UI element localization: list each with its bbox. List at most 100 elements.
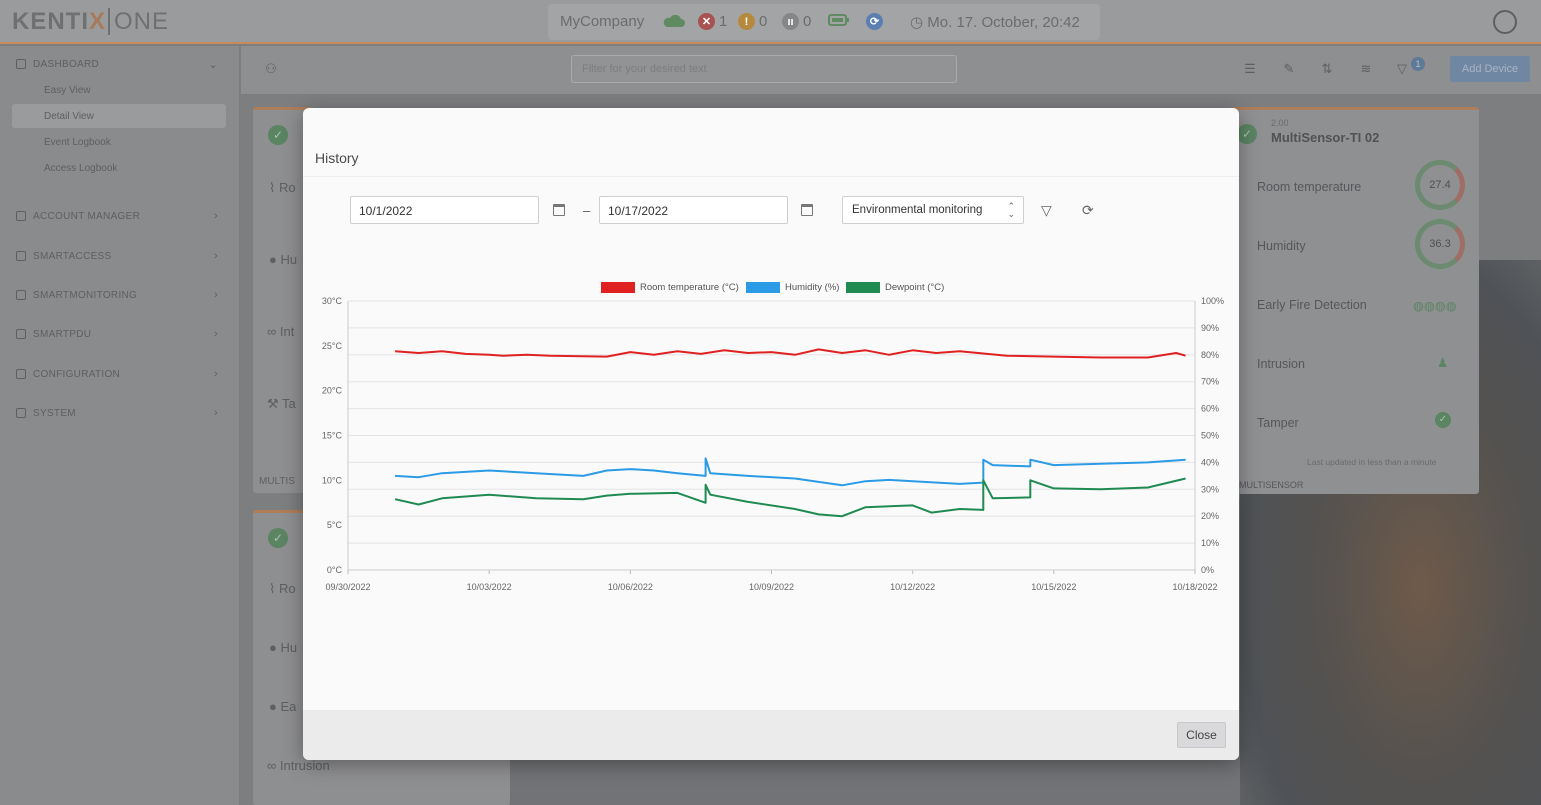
user-account-icon[interactable] <box>1493 10 1517 34</box>
refresh-icon[interactable]: ⟳ <box>1082 202 1094 218</box>
y-right-tick-label: 50% <box>1201 431 1219 441</box>
chart-icon[interactable]: ≋ <box>1360 61 1372 76</box>
y-right-tick-label: 70% <box>1201 377 1219 387</box>
person-icon: ♟ <box>1437 356 1449 370</box>
pdu-icon <box>16 329 26 339</box>
x-tick-label: 10/09/2022 <box>749 582 794 592</box>
series-room-temperature <box>395 348 1186 359</box>
check-icon: ✓ <box>268 528 288 548</box>
close-button[interactable]: Close <box>1177 722 1226 748</box>
sort-icon[interactable]: ⇅ <box>1321 61 1333 76</box>
card-row: ∞ Int <box>267 324 295 339</box>
card-footer: MULTIS <box>259 476 295 487</box>
check-icon: ✓ <box>1435 412 1451 428</box>
y-right-tick-label: 0% <box>1201 565 1214 575</box>
y-right-tick-label: 80% <box>1201 350 1219 360</box>
y-left-tick-label: 20°C <box>322 386 343 396</box>
chevron-right-icon: › <box>214 407 218 419</box>
y-left-tick-label: 30°C <box>322 296 343 306</box>
calendar-icon[interactable] <box>553 204 565 216</box>
sidebar-item-configuration[interactable]: CONFIGURATION › <box>16 364 224 384</box>
humidity-gauge: 36.3 <box>1415 219 1465 269</box>
thermometer-icon: ⌇ <box>269 180 279 195</box>
legend-swatch <box>601 282 635 293</box>
user-icon <box>16 211 26 221</box>
drop-icon: ● <box>269 252 281 267</box>
device-subtitle: 2.00 <box>1271 118 1289 128</box>
row-humidity: Humidity <box>1257 239 1306 253</box>
gear-icon <box>16 408 26 418</box>
card-row: ● Hu <box>269 640 298 655</box>
list-icon[interactable]: ☰ <box>1244 61 1256 76</box>
x-tick-label: 09/30/2022 <box>325 582 370 592</box>
y-right-tick-label: 20% <box>1201 511 1219 521</box>
device-card-multisensor[interactable]: ✓ 2.00 MultiSensor-TI 02 Room temperatur… <box>1231 107 1479 494</box>
x-tick-label: 10/06/2022 <box>608 582 653 592</box>
sidebar-item-smartaccess[interactable]: SMARTACCESS › <box>16 246 224 266</box>
sidebar-item-account-manager[interactable]: ACCOUNT MANAGER › <box>16 206 224 226</box>
row-intrusion: Intrusion <box>1257 357 1305 371</box>
company-name[interactable]: MyCompany <box>560 13 645 30</box>
series-dewpoint <box>394 477 1186 518</box>
y-right-tick-label: 90% <box>1201 323 1219 333</box>
network-icon[interactable]: ⚇ <box>265 61 277 76</box>
calendar-icon[interactable] <box>801 204 813 216</box>
y-right-tick-label: 40% <box>1201 457 1219 467</box>
sidebar-item-easy-view[interactable]: Easy View <box>44 84 91 96</box>
chevron-down-icon: ⌄ <box>208 58 218 71</box>
legend-item-humidity[interactable]: Humidity (%) <box>746 282 839 293</box>
cloud-icon[interactable] <box>662 13 686 29</box>
series-humidity <box>395 457 1186 487</box>
last-updated-text: Last updated in less than a minute <box>1307 457 1437 467</box>
sidebar-item-dashboard[interactable]: DASHBOARD ⌄ <box>16 54 224 74</box>
alarm-status[interactable]: ✕ 1 <box>698 13 727 30</box>
card-row: ● Hu <box>269 252 298 267</box>
clock-datetime: ◷ Mo. 17. October, 20:42 <box>910 14 1080 31</box>
search-input[interactable]: Filter for your desired text <box>571 55 957 83</box>
y-right-tick-label: 30% <box>1201 484 1219 494</box>
legend-item-dewpoint[interactable]: Dewpoint (°C) <box>846 282 944 293</box>
app-logo[interactable]: KENTIX ONE <box>12 8 170 35</box>
check-icon: ✓ <box>268 125 288 145</box>
row-room-temperature: Room temperature <box>1257 180 1362 194</box>
row-early-fire-detection: Early Fire Detection <box>1257 298 1367 312</box>
top-bar: KENTIX ONE MyCompany ✕ 1 ! 0 ıı 0 ⟳ ◷ Mo.… <box>0 0 1541 44</box>
filter-icon[interactable]: ▽ <box>1041 202 1052 218</box>
fire-status-icons: ◍◍◍◍ <box>1413 299 1457 313</box>
card-row: ● Ea <box>269 699 297 714</box>
clock-icon: ◷ <box>910 14 928 31</box>
card-row: ⌇ Ro <box>269 581 296 596</box>
date-from-input[interactable]: 10/1/2022 <box>350 196 539 224</box>
divider <box>303 176 1239 177</box>
date-range-separator: – <box>583 203 591 218</box>
legend-swatch <box>846 282 880 293</box>
card-row: ∞ Intrusion <box>267 758 330 773</box>
date-to-input[interactable]: 10/17/2022 <box>599 196 788 224</box>
sync-icon[interactable]: ⟳ <box>866 13 883 30</box>
warning-status[interactable]: ! 0 <box>738 13 767 30</box>
category-select[interactable]: Environmental monitoring ⌃ ⌄ <box>842 196 1024 224</box>
y-left-tick-label: 15°C <box>322 431 343 441</box>
legend-item-room-temperature[interactable]: Room temperature (°C) <box>601 282 739 293</box>
sidebar-item-event-logbook[interactable]: Event Logbook <box>44 136 111 148</box>
modal-title: History <box>315 150 359 166</box>
sidebar-item-detail-view[interactable]: Detail View <box>12 104 226 128</box>
sidebar-item-smartpdu[interactable]: SMARTPDU › <box>16 324 224 344</box>
x-tick-label: 10/12/2022 <box>890 582 935 592</box>
sidebar-item-system[interactable]: SYSTEM › <box>16 403 224 423</box>
content-toolbar: ⚇ Filter for your desired text ☰ ✎ ⇅ ≋ ▽… <box>241 46 1541 94</box>
row-tamper: Tamper <box>1257 416 1299 430</box>
pencil-icon[interactable]: ✎ <box>1283 61 1295 76</box>
sidebar-item-access-logbook[interactable]: Access Logbook <box>44 162 118 174</box>
filter-count-badge: 1 <box>1411 57 1425 71</box>
monitor-icon <box>16 290 26 300</box>
sidebar-item-smartmonitoring[interactable]: SMARTMONITORING › <box>16 285 224 305</box>
card-row: ⌇ Ro <box>269 180 296 195</box>
legend-swatch <box>746 282 780 293</box>
info-status[interactable]: ıı 0 <box>782 13 811 30</box>
battery-icon[interactable] <box>828 13 850 27</box>
card-footer: MULTISENSOR <box>1239 480 1304 490</box>
y-right-tick-label: 10% <box>1201 538 1219 548</box>
add-device-button[interactable]: Add Device <box>1450 56 1530 82</box>
filter-icon[interactable]: ▽ <box>1397 61 1407 76</box>
